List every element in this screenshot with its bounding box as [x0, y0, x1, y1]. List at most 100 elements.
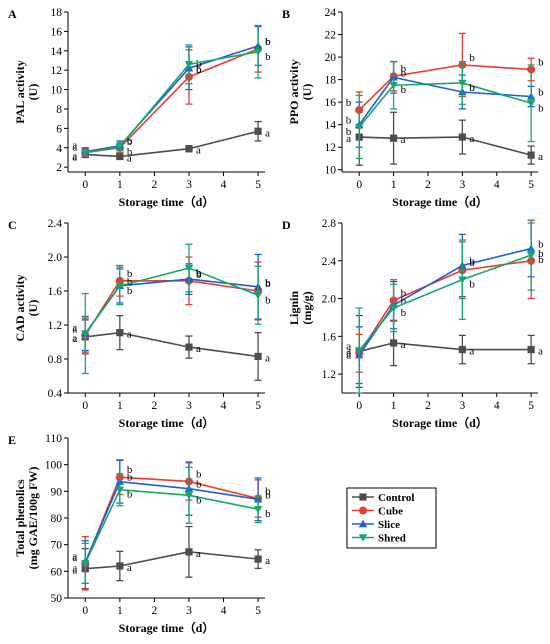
significance-label: b	[469, 52, 475, 64]
x-axis-title: Storage time（d）	[392, 194, 488, 209]
x-tick-label: 1	[117, 400, 123, 412]
data-point	[458, 79, 467, 88]
significance-label: b	[265, 36, 271, 48]
y-tick-label: 2.4	[322, 256, 337, 268]
y-tick-label: 18	[51, 7, 63, 19]
significance-label: b	[401, 295, 407, 307]
series-line	[85, 130, 259, 158]
significance-label: b	[127, 136, 133, 148]
legend-label: Slice	[378, 519, 400, 531]
x-tick-label: 0	[82, 400, 88, 412]
y-tick-label: 1.2	[48, 320, 63, 332]
data-point	[116, 562, 124, 570]
series-line	[85, 50, 259, 154]
legend-label: Shred	[378, 533, 406, 545]
significance-label: b	[401, 287, 407, 299]
x-tick-label: 1	[391, 179, 397, 191]
significance-label: a	[72, 550, 77, 562]
data-point	[185, 343, 193, 351]
significance-label: b	[196, 267, 202, 279]
y-tick-label: 16	[51, 26, 63, 38]
significance-label: a	[72, 140, 77, 152]
y-tick-label: 90	[51, 486, 63, 498]
data-point	[458, 133, 466, 141]
significance-label: b	[538, 248, 544, 260]
data-point	[526, 100, 536, 108]
y-axis-unit: (mg/g)	[300, 291, 314, 324]
significance-label: b	[196, 268, 202, 280]
significance-label: b	[196, 58, 202, 70]
significance-label: a	[72, 324, 77, 336]
significance-label: b	[346, 115, 352, 127]
significance-label: a	[401, 339, 406, 351]
data-point	[116, 152, 124, 161]
significance-label: b	[401, 307, 407, 319]
significance-label: a	[538, 151, 543, 163]
data-point	[81, 149, 90, 157]
y-axis-title: CAD activity	[13, 275, 27, 342]
series-line	[84, 476, 259, 564]
significance-label: b	[127, 285, 133, 297]
significance-label: a	[127, 562, 132, 574]
data-point	[354, 123, 364, 132]
series-line	[359, 136, 532, 156]
legend-marker	[358, 519, 368, 528]
x-axis-title: Storage time（d）	[392, 415, 488, 430]
significance-label: a	[72, 333, 77, 345]
data-point	[185, 145, 193, 153]
x-tick-label: 5	[255, 179, 261, 191]
x-tick-label: 0	[356, 400, 362, 412]
x-tick-label: 1	[391, 400, 397, 412]
data-point	[81, 330, 90, 338]
panel-letter: B	[282, 7, 290, 21]
y-axis-unit: (U)	[26, 300, 40, 317]
y-tick-label: 0.4	[48, 388, 63, 400]
x-tick-label: 4	[221, 179, 227, 191]
significance-label: b	[265, 36, 271, 48]
significance-label: a	[346, 133, 351, 145]
x-tick-label: 5	[255, 605, 261, 617]
legend-entry-cube: Cube	[352, 506, 403, 518]
x-tick-label: 1	[117, 605, 123, 617]
y-tick-label: 22	[325, 30, 337, 42]
legend-label: Control	[378, 492, 414, 504]
significance-label: a	[265, 555, 270, 567]
legend-label: Cube	[378, 506, 403, 518]
y-tick-label: 2.8	[322, 218, 337, 230]
significance-label: b	[196, 63, 202, 75]
significance-label: b	[196, 494, 202, 506]
panel-c: 0 1 2 3 4 5 0.4 0.8 1.2 1.6 2.0 2.4 C Storage time（d）…	[8, 218, 271, 430]
series-line	[359, 342, 532, 353]
series-line	[85, 45, 259, 153]
significance-label: b	[127, 135, 133, 147]
y-tick-label: 10	[51, 85, 63, 97]
x-tick-label: 5	[528, 400, 534, 412]
significance-label: b	[469, 82, 475, 94]
significance-label: a	[346, 340, 351, 352]
data-point	[254, 127, 262, 135]
significance-label: b	[127, 472, 133, 484]
panel-letter: D	[282, 218, 291, 232]
legend-entry-control: Control	[352, 492, 414, 504]
y-tick-label: 4	[56, 143, 62, 155]
series-line	[358, 254, 532, 352]
data-point	[254, 352, 262, 361]
series-cube: bbb b	[346, 32, 544, 129]
data-point	[253, 292, 263, 300]
panel-letter: E	[8, 433, 16, 447]
y-tick-label: 80	[51, 513, 63, 525]
legend-marker	[359, 506, 367, 515]
y-axis-title: Lignin	[287, 291, 301, 325]
data-point	[253, 506, 263, 514]
significance-label: b	[196, 269, 202, 281]
